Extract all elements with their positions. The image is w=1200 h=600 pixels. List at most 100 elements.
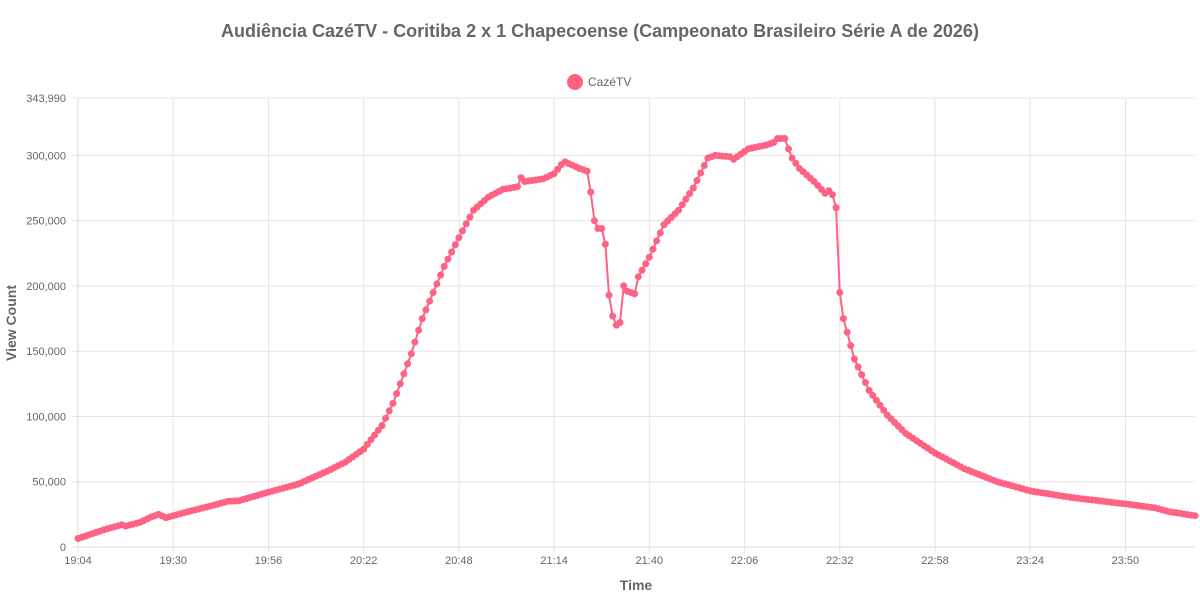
x-axis-ticks: 19:04 19:30 19:56 20:22 20:48 21:14 21:40 22:06… (64, 555, 1139, 567)
data-point[interactable] (429, 289, 437, 296)
data-point[interactable] (462, 220, 470, 228)
data-point[interactable] (437, 271, 445, 279)
data-point[interactable] (415, 326, 423, 334)
data-point[interactable] (861, 379, 869, 386)
data-point[interactable] (466, 213, 474, 221)
data-point[interactable] (686, 190, 694, 198)
data-point[interactable] (843, 328, 851, 336)
data-point[interactable] (407, 350, 415, 358)
data-point[interactable] (839, 315, 847, 323)
data-point[interactable] (876, 401, 884, 409)
data-point[interactable] (634, 273, 642, 281)
data-point[interactable] (700, 162, 708, 169)
data-point[interactable] (653, 237, 661, 245)
x-tick-label: 23:50 (1112, 555, 1140, 567)
data-point[interactable] (781, 135, 789, 142)
data-point[interactable] (396, 380, 404, 388)
data-point[interactable] (616, 319, 624, 326)
data-point[interactable] (411, 338, 419, 346)
legend[interactable]: CazéTV (567, 74, 631, 90)
data-point[interactable] (656, 229, 664, 237)
data-point[interactable] (587, 188, 595, 196)
data-point[interactable] (785, 145, 792, 153)
data-point[interactable] (583, 167, 591, 175)
data-point[interactable] (455, 234, 463, 242)
data-point[interactable] (426, 297, 434, 305)
data-point[interactable] (451, 241, 459, 249)
series-line-cazetv (77, 137, 1196, 540)
y-tick-label: 50,000 (32, 477, 66, 489)
data-point[interactable] (645, 253, 653, 261)
data-point[interactable] (689, 184, 697, 192)
data-point[interactable] (418, 315, 426, 323)
y-tick-label: 0 (60, 542, 66, 554)
y-tick-label: 343,990 (26, 93, 66, 105)
x-tick-label: 22:06 (731, 555, 759, 567)
data-point[interactable] (678, 201, 686, 209)
data-point[interactable] (601, 240, 609, 248)
data-point[interactable] (631, 290, 639, 298)
data-point[interactable] (1191, 512, 1199, 520)
data-point[interactable] (590, 217, 598, 225)
x-axis-title: Time (620, 577, 653, 593)
data-point[interactable] (675, 206, 683, 214)
data-point[interactable] (872, 396, 880, 404)
data-point[interactable] (605, 291, 613, 299)
data-point[interactable] (400, 370, 408, 378)
data-point[interactable] (440, 262, 448, 270)
data-point[interactable] (880, 406, 888, 414)
data-point[interactable] (847, 342, 855, 350)
data-point[interactable] (620, 282, 628, 290)
x-tick-label: 19:30 (159, 555, 187, 567)
x-tick-label: 20:22 (350, 555, 378, 567)
data-point[interactable] (404, 360, 412, 368)
data-point[interactable] (389, 399, 397, 407)
data-point[interactable] (869, 391, 877, 399)
legend-label-cazetv[interactable]: CazéTV (588, 75, 631, 89)
legend-marker-cazetv[interactable] (567, 74, 583, 90)
data-point[interactable] (598, 225, 606, 232)
data-point[interactable] (382, 414, 390, 422)
data-point[interactable] (828, 191, 836, 199)
data-point[interactable] (682, 195, 690, 203)
data-point[interactable] (378, 422, 386, 430)
data-point[interactable] (832, 204, 840, 212)
data-point[interactable] (433, 280, 441, 288)
data-point[interactable] (649, 245, 657, 253)
axes (77, 98, 1195, 548)
x-tick-label: 19:56 (255, 555, 283, 567)
data-point[interactable] (609, 312, 617, 320)
y-axis-title: View Count (3, 285, 19, 361)
data-point[interactable] (638, 266, 646, 274)
data-point[interactable] (788, 154, 796, 162)
data-point[interactable] (371, 431, 379, 439)
data-point[interactable] (642, 260, 650, 268)
data-point[interactable] (459, 227, 466, 235)
series-cazetv (74, 135, 1199, 542)
data-point[interactable] (792, 159, 800, 167)
data-point[interactable] (422, 306, 430, 314)
data-point[interactable] (858, 371, 866, 379)
data-point[interactable] (363, 440, 371, 448)
data-point[interactable] (374, 426, 382, 434)
data-point[interactable] (697, 169, 705, 177)
data-point[interactable] (850, 355, 858, 363)
data-point[interactable] (693, 177, 701, 184)
data-point[interactable] (514, 183, 521, 191)
data-point[interactable] (448, 248, 456, 256)
x-tick-label: 20:48 (445, 555, 473, 567)
data-point[interactable] (836, 289, 844, 296)
x-tick-label: 21:40 (636, 555, 664, 567)
x-tick-label: 19:04 (64, 555, 92, 567)
x-tick-label: 21:14 (540, 555, 568, 567)
data-point[interactable] (393, 390, 401, 398)
x-tick-label: 22:58 (921, 555, 949, 567)
data-point[interactable] (854, 363, 862, 371)
data-point[interactable] (865, 386, 873, 394)
data-point[interactable] (444, 255, 452, 263)
data-point[interactable] (385, 407, 393, 415)
y-tick-label: 150,000 (26, 346, 66, 358)
y-axis-ticks: 0 50,000 100,000 150,000 200,000 250,000 300,0… (26, 93, 66, 554)
